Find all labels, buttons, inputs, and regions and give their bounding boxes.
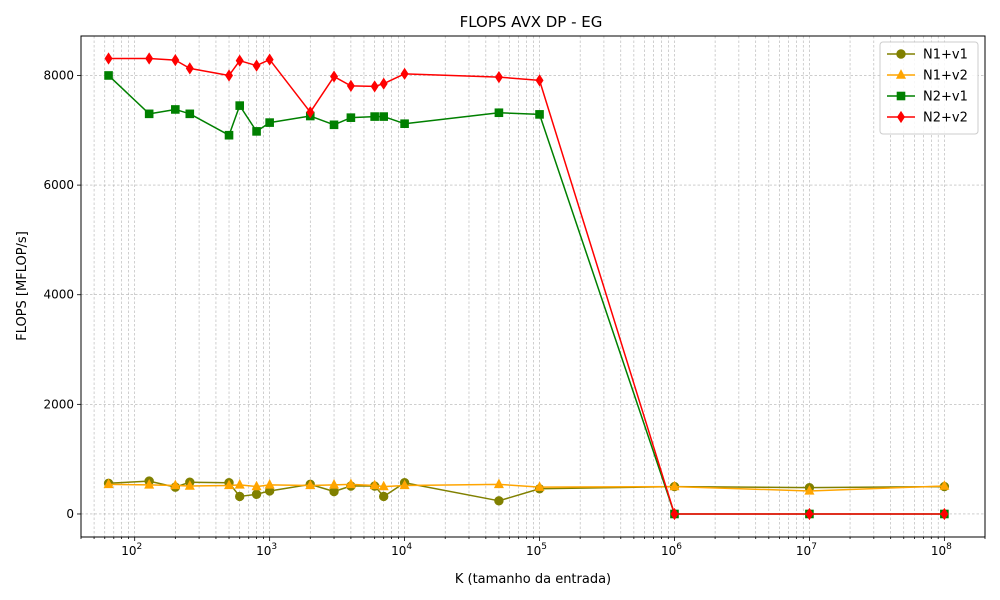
- data-point: [346, 113, 356, 122]
- y-tick-label: 0: [66, 507, 74, 521]
- chart-title: FLOPS AVX DP - EG: [460, 13, 603, 31]
- data-point: [329, 120, 339, 130]
- data-point: [534, 481, 545, 491]
- data-point: [670, 507, 679, 521]
- data-point: [493, 478, 504, 489]
- data-point: [252, 127, 261, 136]
- data-point: [223, 479, 235, 490]
- data-point: [379, 112, 388, 121]
- data-point: [185, 109, 195, 119]
- legend: N1+v1 N1+v2 N2+v1 N2+v2: [879, 41, 979, 135]
- data-point: [265, 53, 274, 66]
- y-axis-label: FLOPS [MFLOP/s]: [15, 231, 30, 341]
- x-tick-label: 107: [796, 542, 817, 558]
- ticks: 0 2000 4000 6000 8000 102 103 104 105 106 107 108: [43, 68, 986, 558]
- legend-item: N2+v1: [887, 90, 968, 105]
- data-point: [494, 70, 503, 84]
- data-point: [494, 108, 504, 118]
- data-point: [224, 130, 234, 140]
- data-point: [184, 480, 195, 490]
- data-point: [235, 54, 244, 67]
- x-axis-label: K (tamanho da entrada): [455, 572, 611, 587]
- data-point: [234, 479, 245, 489]
- data-point: [251, 480, 262, 491]
- data-point: [400, 67, 409, 80]
- series-n2-v1: [104, 71, 949, 519]
- x-tick-label: 104: [391, 542, 412, 558]
- data-point: [252, 59, 261, 72]
- data-point: [805, 507, 814, 521]
- data-point: [265, 118, 274, 127]
- data-point: [669, 480, 680, 491]
- data-point: [804, 485, 815, 495]
- data-point: [171, 54, 180, 67]
- data-point: [235, 101, 245, 110]
- legend-label: N1+v2: [923, 69, 968, 84]
- data-point: [494, 496, 504, 506]
- series-layer: [103, 52, 950, 521]
- data-point: [185, 62, 194, 75]
- legend-label: N2+v1: [923, 90, 968, 105]
- data-point: [306, 106, 315, 119]
- data-point: [370, 112, 379, 121]
- y-tick-label: 8000: [43, 68, 74, 82]
- legend-label: N2+v2: [923, 111, 968, 126]
- data-point: [251, 489, 262, 499]
- data-point: [235, 491, 245, 502]
- data-point: [329, 479, 340, 489]
- data-point: [369, 479, 380, 490]
- data-point: [535, 110, 544, 119]
- y-tick-label: 4000: [43, 288, 74, 302]
- legend-item: N1+v1: [887, 48, 968, 63]
- data-point: [399, 479, 410, 490]
- data-point: [144, 109, 154, 119]
- data-point: [940, 507, 949, 521]
- data-point: [264, 479, 275, 489]
- data-point: [305, 479, 316, 490]
- data-point: [330, 70, 339, 83]
- data-point: [346, 79, 355, 92]
- data-point: [103, 478, 114, 489]
- data-point: [104, 52, 113, 65]
- data-point: [400, 119, 409, 129]
- data-point: [104, 71, 113, 80]
- data-point: [170, 479, 181, 490]
- data-point: [535, 74, 544, 87]
- data-point: [145, 52, 154, 65]
- legend-item: N2+v2: [887, 111, 968, 126]
- x-tick-label: 106: [661, 542, 682, 558]
- data-point: [896, 91, 906, 101]
- series-n2-v2: [104, 52, 949, 521]
- data-point: [225, 69, 234, 82]
- y-tick-label: 6000: [43, 178, 74, 192]
- data-point: [378, 491, 389, 502]
- data-point: [379, 77, 388, 90]
- legend-box: [879, 41, 979, 135]
- data-point: [171, 105, 180, 114]
- data-point: [897, 110, 905, 124]
- legend-item: N1+v2: [887, 69, 968, 84]
- series-n1-v2: [103, 478, 950, 495]
- legend-label: N1+v1: [923, 48, 968, 63]
- x-tick-label: 102: [121, 542, 142, 558]
- data-point: [896, 49, 906, 59]
- y-tick-label: 2000: [43, 397, 74, 411]
- data-point: [939, 480, 950, 490]
- data-point: [370, 80, 379, 93]
- x-tick-label: 105: [526, 542, 547, 558]
- data-point: [378, 480, 389, 491]
- data-point: [345, 478, 356, 489]
- x-tick-label: 103: [256, 542, 277, 558]
- data-point: [144, 479, 155, 489]
- x-tick-label: 108: [931, 542, 952, 558]
- data-point: [895, 69, 907, 79]
